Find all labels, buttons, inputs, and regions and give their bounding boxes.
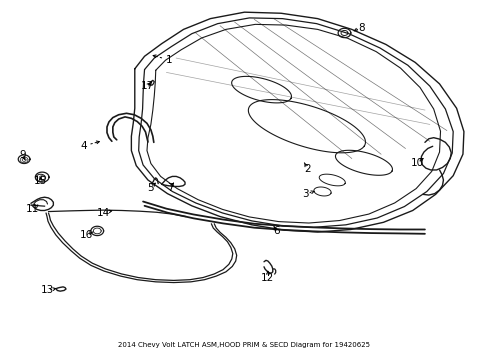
Text: 2014 Chevy Volt LATCH ASM,HOOD PRIM & SECD Diagram for 19420625: 2014 Chevy Volt LATCH ASM,HOOD PRIM & SE… (118, 342, 370, 348)
Text: 8: 8 (358, 23, 364, 33)
Text: 15: 15 (34, 176, 47, 186)
Text: 13: 13 (41, 285, 54, 296)
Text: 5: 5 (147, 183, 154, 193)
Text: 2: 2 (304, 164, 310, 174)
Text: 14: 14 (96, 208, 109, 218)
Text: 12: 12 (261, 273, 274, 283)
Text: 10: 10 (410, 158, 423, 168)
Text: 6: 6 (272, 226, 279, 236)
Text: 4: 4 (80, 141, 87, 151)
Text: 17: 17 (140, 81, 153, 91)
Text: 7: 7 (167, 183, 173, 193)
Text: 1: 1 (165, 55, 172, 65)
Text: 3: 3 (302, 189, 308, 199)
Text: 9: 9 (20, 150, 26, 160)
Text: 16: 16 (79, 230, 92, 239)
Text: 11: 11 (26, 204, 39, 215)
